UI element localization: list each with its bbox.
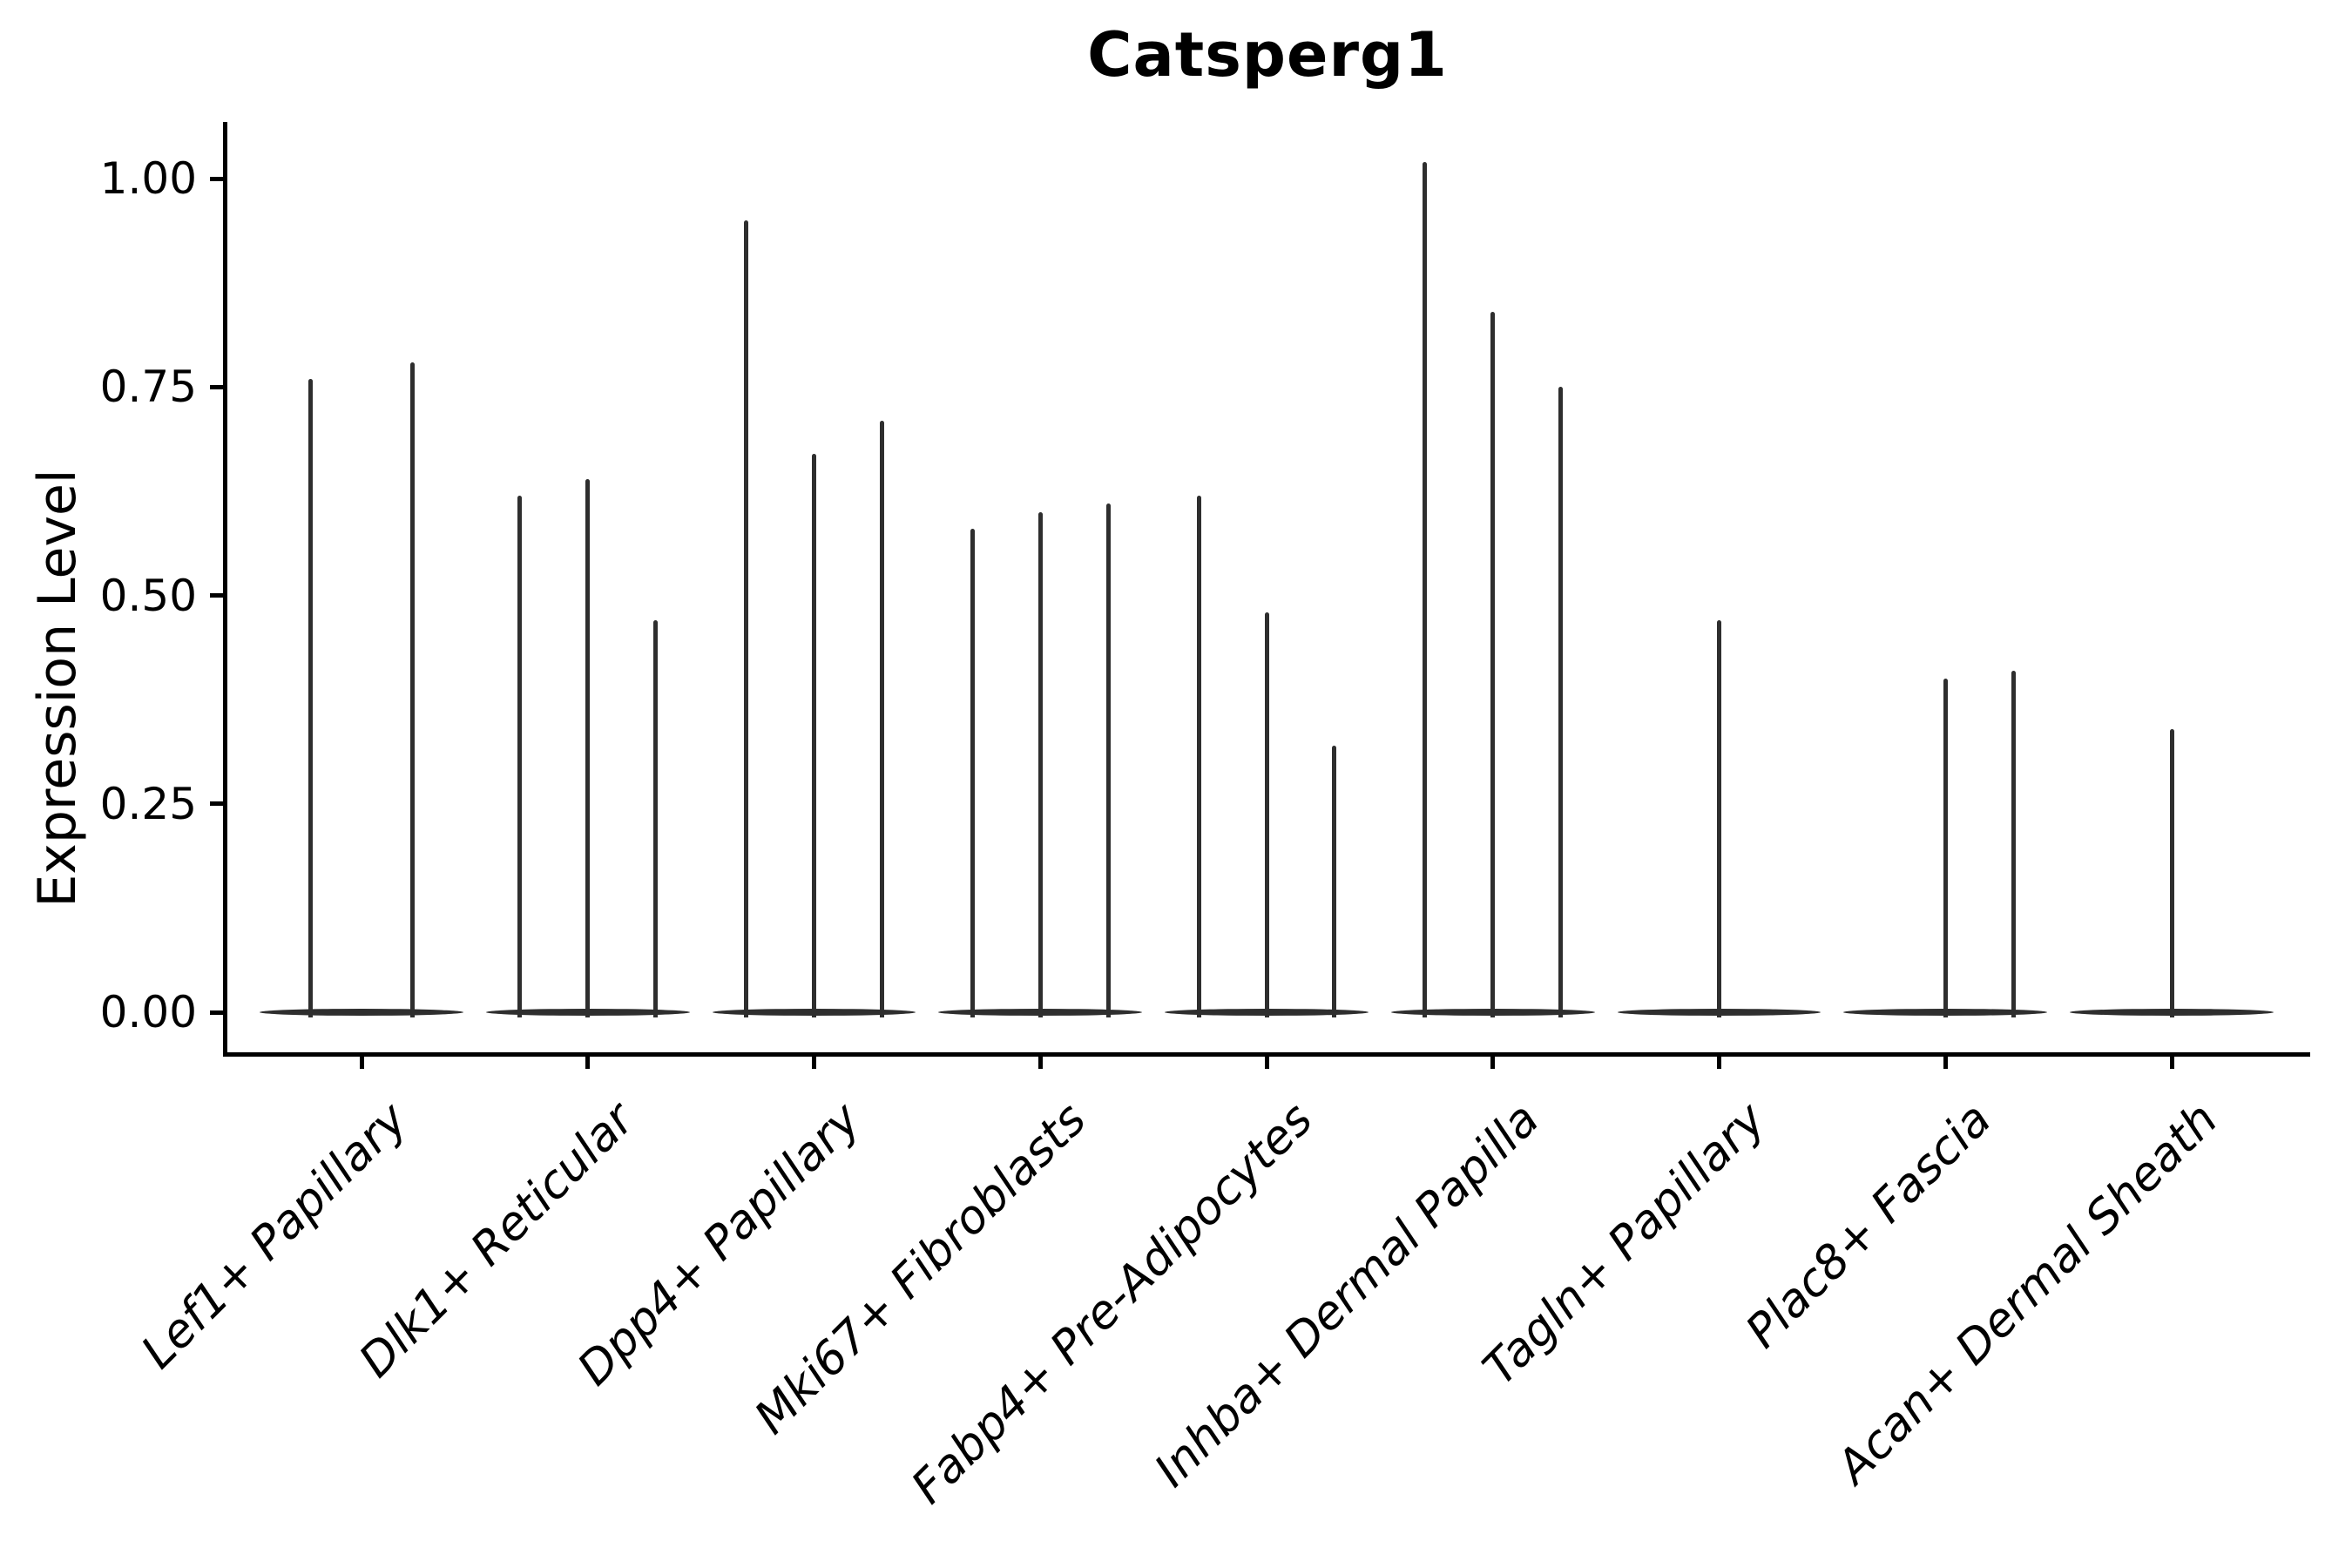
violin-baseline — [260, 1009, 463, 1016]
violin-spike — [517, 495, 523, 1017]
violin-spike — [1196, 495, 1201, 1017]
violin-spike — [308, 378, 314, 1017]
y-tick-mark — [210, 384, 223, 389]
violin-spike — [1558, 387, 1564, 1017]
y-tick-mark — [210, 593, 223, 598]
violin-spike — [585, 478, 591, 1017]
y-axis-spine — [223, 122, 227, 1057]
x-axis-spine — [223, 1052, 2310, 1057]
violin-spike — [1490, 312, 1496, 1017]
x-tick-mark — [585, 1057, 591, 1069]
x-tick-mark — [1717, 1057, 1721, 1069]
x-tick-mark — [1264, 1057, 1269, 1069]
violin-spike — [409, 362, 415, 1017]
violin-spike — [1105, 504, 1111, 1017]
y-tick-mark — [210, 176, 223, 181]
y-tick-label: 0.00 — [99, 987, 197, 1037]
y-tick-label: 1.00 — [99, 153, 197, 204]
y-axis-title: Expression Level — [27, 469, 88, 908]
violin-spike — [2011, 670, 2016, 1017]
violin-spike — [2169, 728, 2174, 1017]
x-tick-mark — [359, 1057, 364, 1069]
violin-spike — [812, 453, 816, 1017]
y-tick-label: 0.75 — [99, 362, 197, 413]
violin-spike — [1717, 620, 1721, 1017]
violin-spike — [1423, 161, 1428, 1017]
y-tick-mark — [210, 801, 223, 807]
violin-spike — [970, 528, 975, 1017]
y-tick-label: 0.50 — [99, 570, 197, 621]
y-tick-label: 0.25 — [99, 778, 197, 829]
x-tick-mark — [812, 1057, 816, 1069]
x-tick-mark — [2169, 1057, 2174, 1069]
y-tick-mark — [210, 1010, 223, 1015]
violin-spike — [1264, 612, 1269, 1017]
x-tick-mark — [1490, 1057, 1496, 1069]
x-tick-mark — [1037, 1057, 1043, 1069]
violin-spike — [653, 620, 659, 1017]
chart-title: Catsperg1 — [1087, 19, 1448, 91]
violin-spike — [1037, 511, 1043, 1017]
violin-spike — [1332, 745, 1337, 1017]
violin-spike — [1943, 679, 1948, 1017]
x-tick-mark — [1943, 1057, 1948, 1069]
violin-spike — [744, 220, 749, 1017]
violin-spike — [879, 420, 884, 1017]
